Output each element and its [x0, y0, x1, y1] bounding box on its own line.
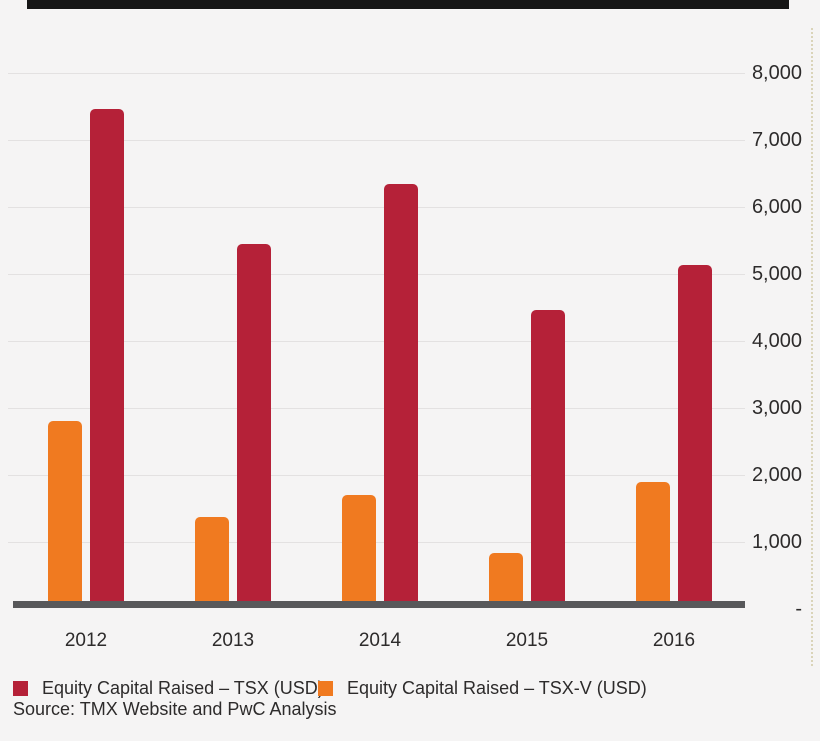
y-axis-label-5000: 5,000	[751, 263, 802, 285]
y-axis-label-6000: 6,000	[751, 196, 802, 218]
y-axis-label-4000: 4,000	[751, 330, 802, 352]
x-axis-baseline	[13, 601, 745, 608]
gridline-5000	[8, 274, 745, 275]
y-axis-label-zero: -	[795, 598, 802, 620]
x-axis-label-2012: 2012	[64, 630, 108, 651]
y-axis-label-1000: 1,000	[751, 531, 802, 553]
gridline-6000	[8, 207, 745, 208]
bar-tsxv-2013	[195, 516, 229, 604]
legend-item-tsxv: Equity Capital Raised – TSX-V (USD)	[318, 678, 647, 699]
tsxv-legend-swatch	[318, 681, 333, 696]
tsxv-legend-label: Equity Capital Raised – TSX-V (USD)	[347, 678, 647, 698]
gridline-8000	[8, 73, 745, 74]
gridline-7000	[8, 140, 745, 141]
x-axis-label-2016: 2016	[652, 630, 696, 651]
y-axis-label-7000: 7,000	[751, 129, 802, 151]
bar-tsx-2015	[531, 310, 565, 604]
legend-item-tsx: Equity Capital Raised – TSX (USD)	[13, 678, 324, 699]
gridline-4000	[8, 341, 745, 342]
x-axis-label-2015: 2015	[505, 630, 549, 651]
right-dashed-border	[811, 28, 813, 666]
bar-tsx-2013	[237, 243, 271, 604]
y-axis-label-8000: 8,000	[751, 62, 802, 84]
tsx-legend-label: Equity Capital Raised – TSX (USD)	[42, 678, 324, 698]
y-axis-label-3000: 3,000	[751, 397, 802, 419]
y-axis-label-2000: 2,000	[751, 464, 802, 486]
bar-tsx-2016	[678, 265, 712, 604]
bar-tsxv-2012	[48, 421, 82, 604]
bar-tsx-2014	[384, 184, 418, 604]
bar-tsxv-2016	[636, 481, 670, 604]
gridline-1000	[8, 542, 745, 543]
gridline-2000	[8, 475, 745, 476]
x-axis-label-2013: 2013	[211, 630, 255, 651]
bar-tsxv-2015	[489, 553, 523, 604]
tsx-legend-swatch	[13, 681, 28, 696]
gridline-3000	[8, 408, 745, 409]
top-border-rule	[27, 0, 789, 9]
bar-tsxv-2014	[342, 495, 376, 604]
x-axis-label-2014: 2014	[358, 630, 402, 651]
source-note: Source: TMX Website and PwC Analysis	[13, 699, 337, 719]
bar-tsx-2012	[90, 109, 124, 604]
